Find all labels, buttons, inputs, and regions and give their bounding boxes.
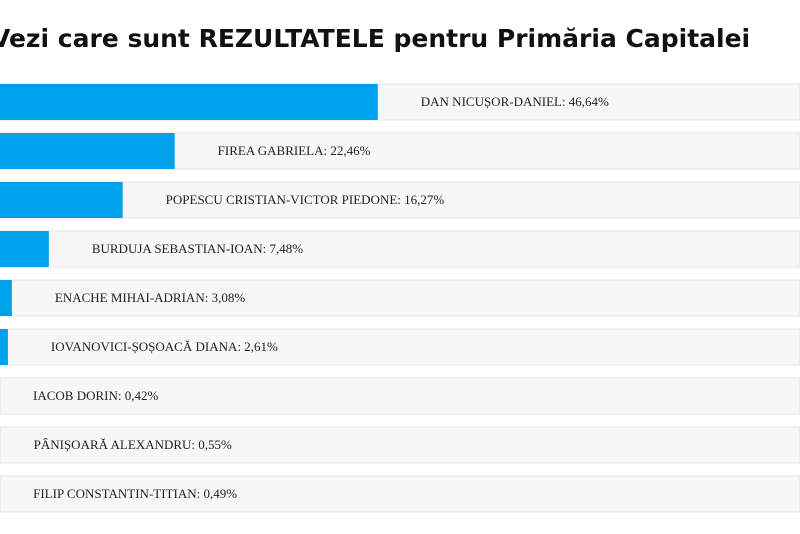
- row-background: [0, 377, 800, 415]
- row-background: [0, 475, 800, 513]
- row-background: [0, 328, 800, 366]
- bar-label: FILIP CONSTANTIN-TITIAN: 0,49%: [33, 486, 237, 501]
- bar-label: BURDUJA SEBASTIAN-IOAN: 7,48%: [92, 241, 303, 256]
- bar-label: PÂNIȘOARĂ ALEXANDRU: 0,55%: [34, 437, 232, 452]
- bar-label: DAN NICUȘOR-DANIEL: 46,64%: [421, 94, 609, 109]
- row-background: [0, 426, 800, 464]
- bar-label: POPESCU CRISTIAN-VICTOR PIEDONE: 16,27%: [166, 192, 445, 207]
- bar-label: IOVANOVICI-ȘOȘOACĂ DIANA: 2,61%: [51, 339, 278, 354]
- bar: [0, 182, 123, 218]
- bar-label: ENACHE MIHAI-ADRIAN: 3,08%: [55, 290, 245, 305]
- bar: [0, 133, 175, 169]
- row-background: [0, 230, 800, 268]
- bar: [0, 280, 12, 316]
- bar-label: FIREA GABRIELA: 22,46%: [218, 143, 371, 158]
- chart-title: Vezi care sunt REZULTATELE pentru Primăr…: [0, 24, 750, 53]
- bar: [0, 84, 378, 120]
- bar-label: IACOB DORIN: 0,42%: [33, 388, 158, 403]
- bar: [0, 231, 49, 267]
- row-background: [0, 279, 800, 317]
- row-background: [0, 181, 800, 219]
- bar: [0, 329, 8, 365]
